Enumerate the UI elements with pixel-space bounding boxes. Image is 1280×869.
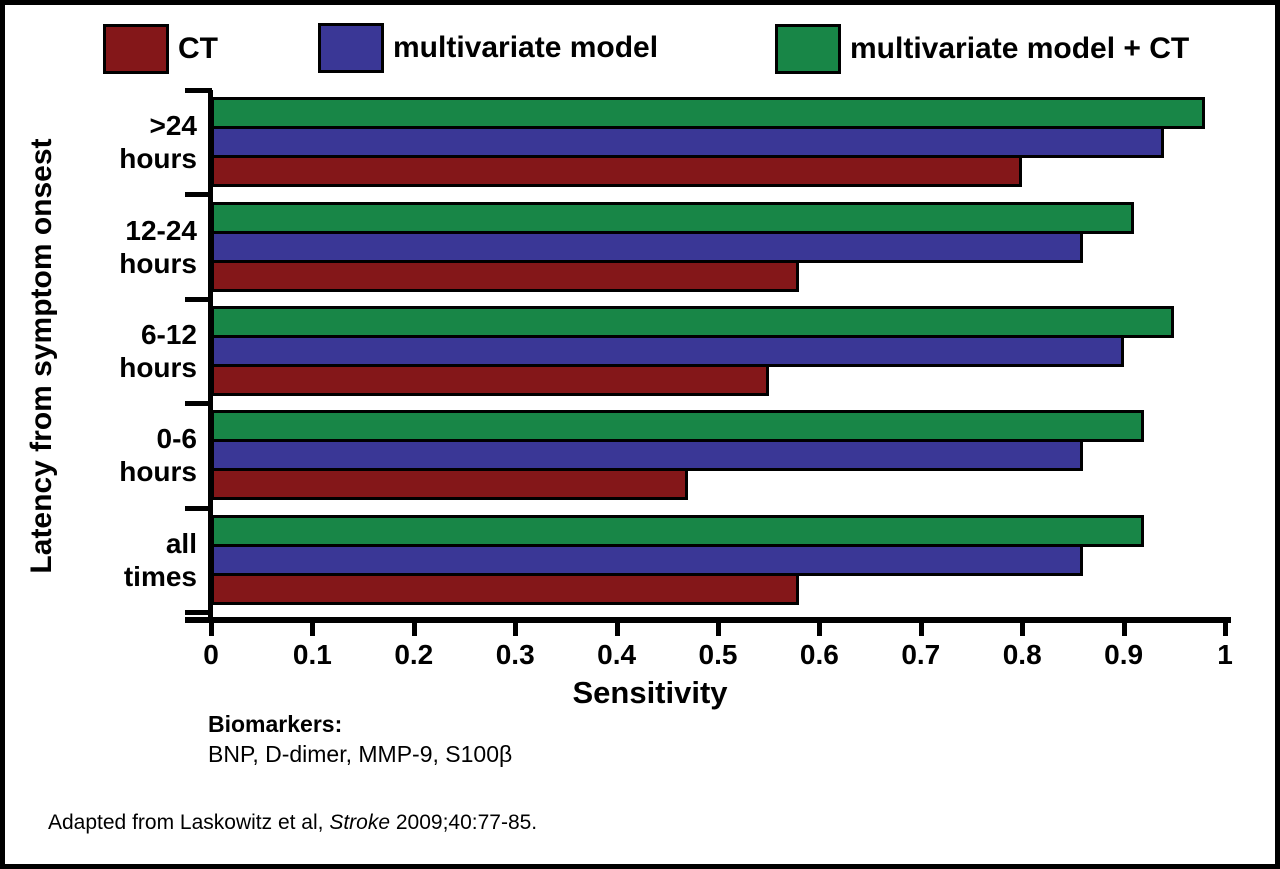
legend-item-multivariate-model-ct: multivariate model + CT bbox=[775, 22, 1189, 75]
bar-group bbox=[211, 97, 1225, 188]
category-label: all times bbox=[123, 527, 197, 592]
x-axis-tick-label: 0.5 bbox=[698, 639, 738, 670]
x-axis-tick-label: 0.6 bbox=[799, 639, 839, 670]
bar-multivariate-model-ct bbox=[211, 306, 1175, 338]
bar-ct bbox=[211, 364, 769, 396]
y-axis-tick bbox=[185, 88, 212, 93]
bar-multivariate-model bbox=[211, 543, 1084, 576]
biomarkers-list: BNP, D-dimer, MMP-9, S100β bbox=[208, 741, 513, 767]
bar-multivariate-model-ct bbox=[211, 201, 1134, 234]
x-axis-tick-label: 0.9 bbox=[1104, 639, 1144, 670]
citation: Adapted from Laskowitz et al, Stroke 200… bbox=[48, 811, 537, 835]
y-axis-tick bbox=[185, 610, 212, 615]
x-axis-tick bbox=[1121, 623, 1127, 636]
x-axis-line bbox=[185, 617, 1231, 623]
bar-group bbox=[211, 410, 1225, 501]
y-axis-tick bbox=[185, 505, 212, 511]
x-axis-tick-label: 0 bbox=[203, 639, 219, 670]
x-axis-tick bbox=[817, 623, 823, 636]
y-axis-line bbox=[208, 90, 213, 622]
y-axis-tick bbox=[185, 192, 212, 198]
x-axis-tick bbox=[411, 623, 417, 636]
citation-suffix: 2009;40:77-85. bbox=[390, 811, 538, 834]
legend-item-multivariate-model: multivariate model bbox=[318, 21, 658, 74]
x-axis-tick-label: 0.1 bbox=[292, 639, 332, 670]
x-axis-tick bbox=[918, 623, 924, 636]
x-axis-tick bbox=[310, 623, 316, 636]
category-label: 12-24 hours bbox=[119, 214, 197, 279]
x-axis-tick-label: 0.2 bbox=[394, 639, 434, 670]
bar-ct bbox=[211, 572, 800, 605]
x-axis-tick-label: 0.4 bbox=[597, 639, 637, 670]
bar-multivariate-model-ct bbox=[211, 410, 1144, 443]
legend-label-multivariate-model-ct: multivariate model + CT bbox=[850, 31, 1190, 65]
y-axis-tick bbox=[185, 296, 212, 302]
bar-group bbox=[211, 514, 1225, 605]
y-axis-tick bbox=[185, 401, 212, 407]
x-axis-tick bbox=[614, 623, 620, 636]
legend-swatch-multivariate-model-ct bbox=[775, 23, 841, 74]
legend-item-ct: CT bbox=[103, 22, 218, 75]
biomarkers-title: Biomarkers: bbox=[208, 711, 343, 737]
legend-swatch-multivariate-model bbox=[318, 22, 384, 73]
legend-label-ct: CT bbox=[178, 31, 218, 65]
bar-multivariate-model bbox=[211, 230, 1084, 263]
bar-multivariate-model-ct bbox=[211, 514, 1144, 547]
bar-ct bbox=[211, 155, 1023, 188]
bar-multivariate-model bbox=[211, 126, 1165, 159]
category-label: 0-6 hours bbox=[119, 423, 197, 488]
x-axis-tick bbox=[1223, 623, 1228, 636]
bar-ct bbox=[211, 468, 688, 501]
x-axis-tick bbox=[209, 623, 214, 636]
x-axis-tick-label: 0.8 bbox=[1002, 639, 1042, 670]
x-axis-tick-label: 0.7 bbox=[901, 639, 941, 670]
bar-multivariate-model bbox=[211, 439, 1084, 472]
category-label: >24 hours bbox=[119, 110, 197, 175]
bar-multivariate-model bbox=[211, 335, 1124, 367]
x-axis-tick-label: 1 bbox=[1217, 639, 1233, 670]
x-axis-tick bbox=[716, 623, 721, 636]
x-axis-title: Sensitivity bbox=[572, 675, 728, 710]
citation-prefix: Adapted from Laskowitz et al, bbox=[48, 811, 330, 834]
citation-journal: Stroke bbox=[329, 811, 391, 834]
category-label: 6-12 hours bbox=[119, 319, 197, 383]
x-axis-tick bbox=[513, 623, 519, 636]
bar-multivariate-model-ct bbox=[211, 97, 1205, 130]
legend-label-multivariate-model: multivariate model bbox=[393, 30, 659, 64]
bar-ct bbox=[211, 259, 800, 292]
bar-group bbox=[211, 201, 1225, 292]
bar-group bbox=[211, 306, 1225, 396]
x-axis-tick-label: 0.3 bbox=[495, 639, 535, 670]
x-axis-tick bbox=[1020, 623, 1026, 636]
legend-swatch-ct bbox=[103, 23, 169, 74]
